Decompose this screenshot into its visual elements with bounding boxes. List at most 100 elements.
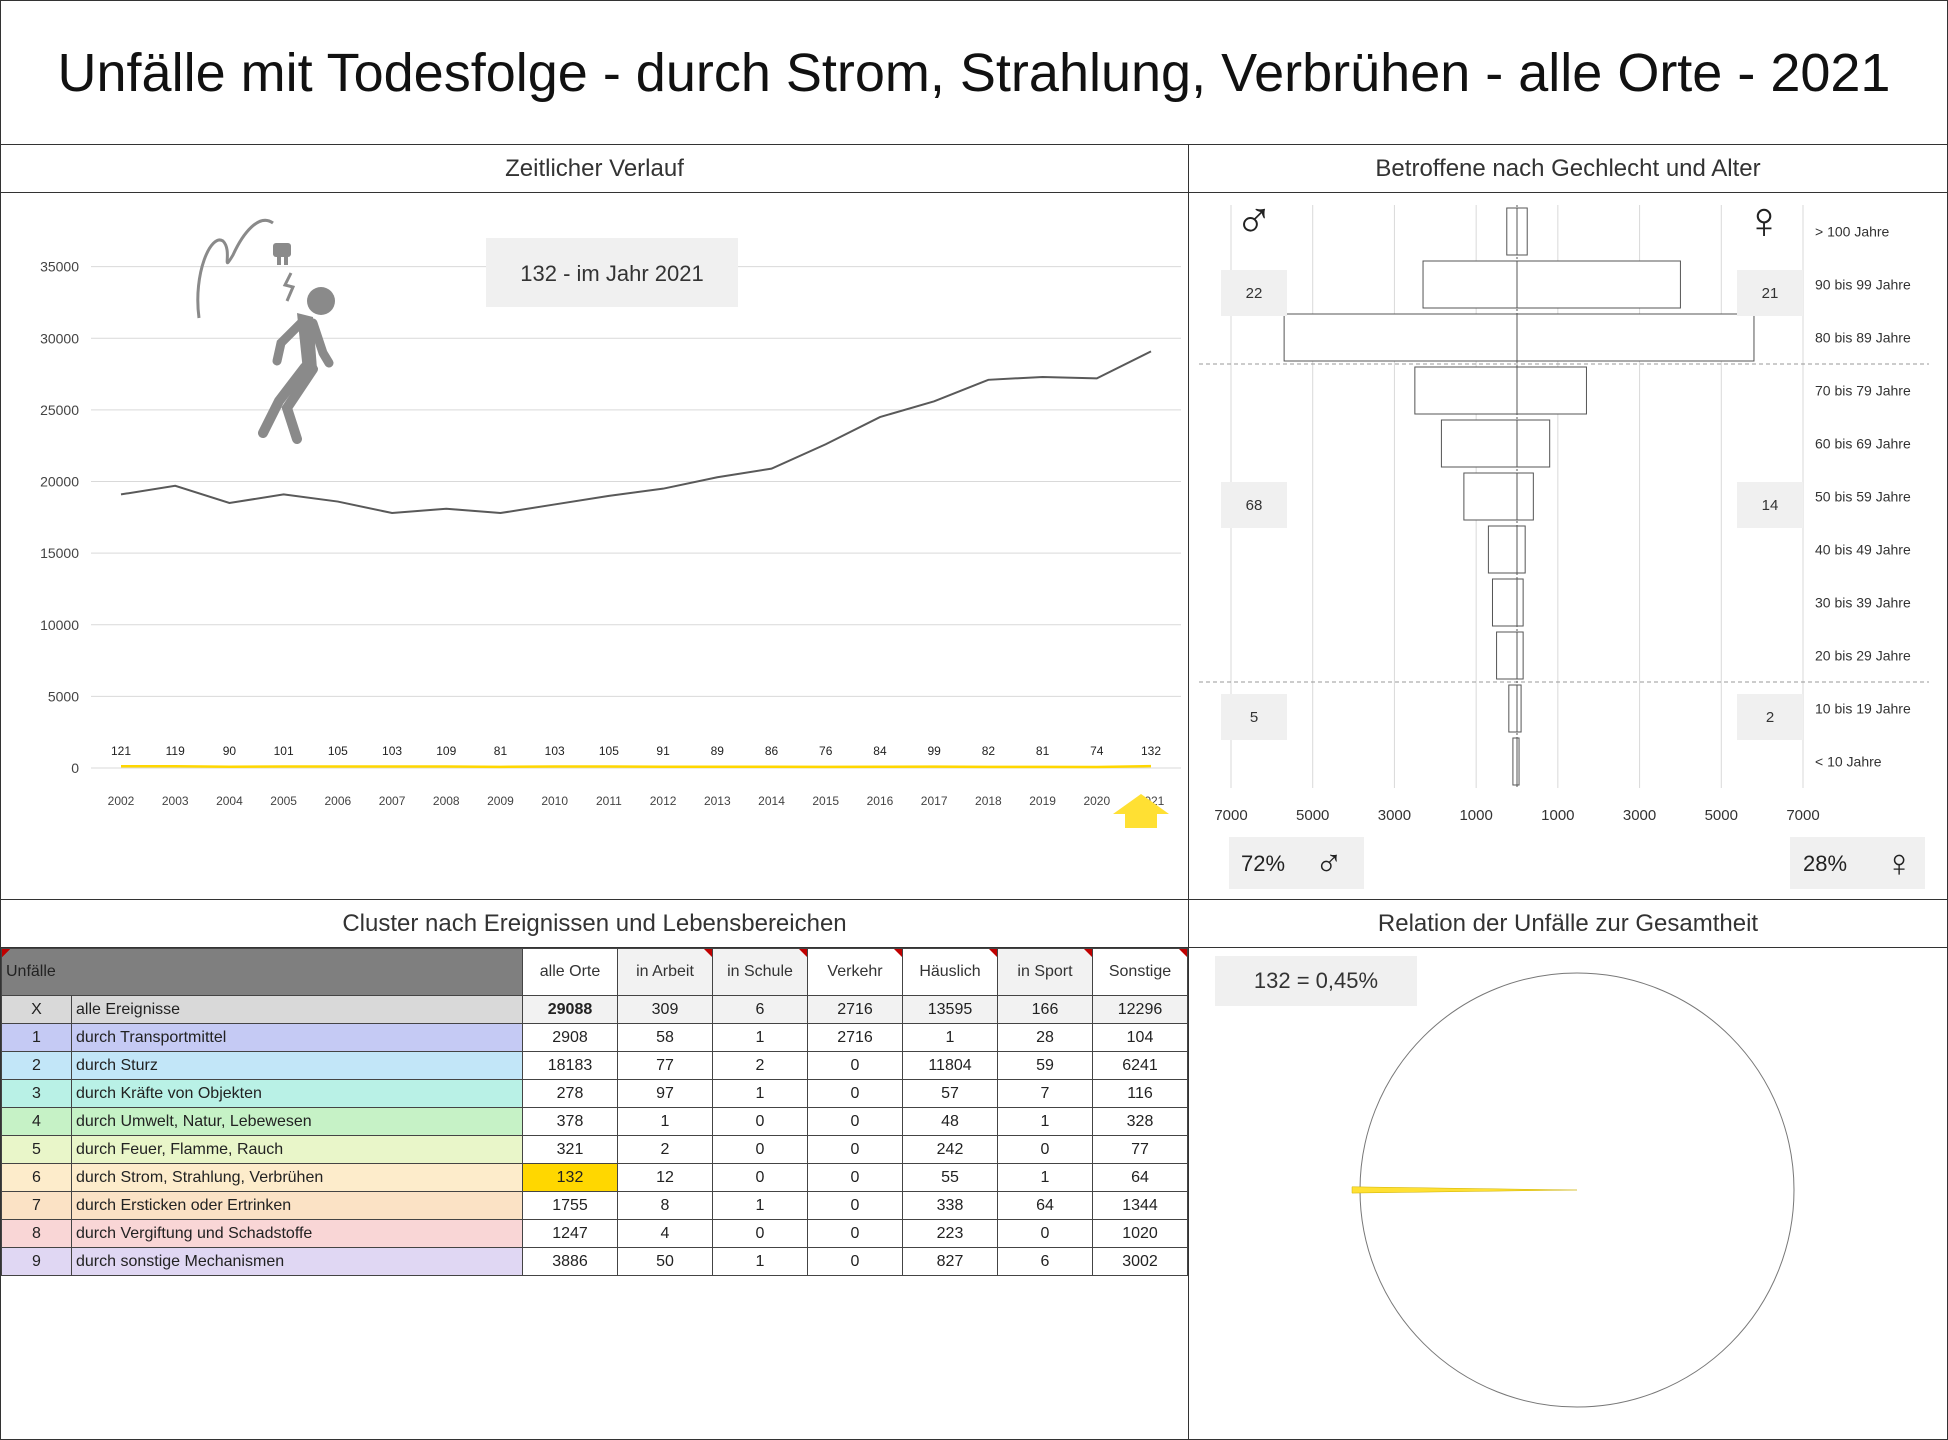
table-cell: 58 xyxy=(617,1023,713,1052)
table-cell: 378 xyxy=(522,1107,618,1136)
x-tick-label: 2019 xyxy=(1029,794,1056,808)
cluster-heading: Cluster nach Ereignissen und Lebensberei… xyxy=(1,900,1188,948)
data-label: 121 xyxy=(111,744,131,758)
table-cell: 0 xyxy=(712,1219,808,1248)
data-label: 86 xyxy=(765,744,779,758)
column-header: in Sport xyxy=(997,948,1093,996)
table-cell: 2 xyxy=(617,1135,713,1164)
data-label: 99 xyxy=(927,744,941,758)
row-id: 7 xyxy=(1,1191,72,1220)
relation-heading: Relation der Unfälle zur Gesamtheit xyxy=(1189,900,1947,948)
x-tick-label: 7000 xyxy=(1786,807,1819,824)
female-bar xyxy=(1516,366,1587,415)
row-label: durch Strom, Strahlung, Verbrühen xyxy=(71,1163,523,1192)
relation-label: 132 = 0,45% xyxy=(1215,956,1417,1006)
male-bar xyxy=(1508,684,1518,733)
male-bar xyxy=(1422,260,1518,309)
x-tick-label: 2005 xyxy=(270,794,297,808)
female-bar xyxy=(1516,684,1522,733)
age-category-label: 30 bis 39 Jahre xyxy=(1815,595,1911,611)
female-bar xyxy=(1516,419,1551,468)
female-symbol-icon: ♀ xyxy=(1745,193,1784,250)
timeline-chart: 0 5000 10000 15000 20000 25000 30000 35000 132 … xyxy=(40,218,1181,828)
y-tick-label: 15000 xyxy=(40,545,79,561)
table-row: 5 durch Feuer, Flamme, Rauch 321 2 0 0 242 0 77 xyxy=(1,1135,1188,1164)
female-bar xyxy=(1516,313,1755,362)
x-tick-label: 2012 xyxy=(650,794,677,808)
row-label: durch Feuer, Flamme, Rauch xyxy=(71,1135,523,1164)
row-label: durch sonstige Mechanismen xyxy=(71,1247,523,1276)
table-cell: 12296 xyxy=(1092,995,1188,1024)
female-bar xyxy=(1516,631,1524,680)
table-cell: 1 xyxy=(712,1247,808,1276)
age-category-label: 20 bis 29 Jahre xyxy=(1815,648,1911,664)
male-symbol-icon: ♂ xyxy=(1235,193,1274,250)
row-label: durch Sturz xyxy=(71,1051,523,1080)
x-tick-label: 2002 xyxy=(108,794,135,808)
table-cell: 328 xyxy=(1092,1107,1188,1136)
table-cell: 0 xyxy=(807,1191,903,1220)
age-category-label: 70 bis 79 Jahre xyxy=(1815,383,1911,399)
column-header: Häuslich xyxy=(902,948,998,996)
table-row: 4 durch Umwelt, Natur, Lebewesen 378 1 0 0 48 1… xyxy=(1,1107,1188,1136)
table-cell: 309 xyxy=(617,995,713,1024)
row-label: alle Ereignisse xyxy=(71,995,523,1024)
table-cell: 1755 xyxy=(522,1191,618,1220)
row-id: 6 xyxy=(1,1163,72,1192)
data-label: 84 xyxy=(873,744,887,758)
table-cell: 3002 xyxy=(1092,1247,1188,1276)
female-count-box xyxy=(1737,482,1803,528)
table-cell: 1 xyxy=(712,1023,808,1052)
table-cell: 0 xyxy=(807,1107,903,1136)
y-tick-label: 30000 xyxy=(40,330,79,346)
table-corner-label: Unfälle xyxy=(1,948,523,996)
female-share-label: 28% xyxy=(1803,851,1847,876)
table-cell: 0 xyxy=(997,1219,1093,1248)
x-tick-label: 2017 xyxy=(921,794,948,808)
female-count-label: 2 xyxy=(1766,709,1774,726)
column-header: alle Orte xyxy=(522,948,618,996)
female-bar xyxy=(1516,472,1534,521)
electric-accident-icon xyxy=(196,218,335,444)
table-cell: 242 xyxy=(902,1135,998,1164)
column-header: in Schule xyxy=(712,948,808,996)
x-tick-label: 2004 xyxy=(216,794,243,808)
female-count-label: 14 xyxy=(1762,497,1779,514)
row-id: 2 xyxy=(1,1051,72,1080)
female-count-box xyxy=(1737,694,1803,740)
data-label: 105 xyxy=(599,744,619,758)
table-cell: 0 xyxy=(712,1163,808,1192)
table-cell: 0 xyxy=(712,1107,808,1136)
table-cell: 13595 xyxy=(902,995,998,1024)
male-share-label: 72% xyxy=(1241,851,1285,876)
x-tick-label: 2018 xyxy=(975,794,1002,808)
female-count-box xyxy=(1737,270,1803,316)
row-id: 8 xyxy=(1,1219,72,1248)
male-count-box xyxy=(1221,482,1287,528)
table-row: 7 durch Ersticken oder Ertrinken 1755 8 1 0 33… xyxy=(1,1191,1188,1220)
table-cell: 12 xyxy=(617,1163,713,1192)
row-label: durch Umwelt, Natur, Lebewesen xyxy=(71,1107,523,1136)
x-tick-label: 2013 xyxy=(704,794,731,808)
table-cell: 7 xyxy=(997,1079,1093,1108)
male-count-box xyxy=(1221,694,1287,740)
male-bar xyxy=(1487,525,1518,574)
table-cell: 0 xyxy=(712,1135,808,1164)
male-count-box xyxy=(1221,270,1287,316)
table-cell: 1344 xyxy=(1092,1191,1188,1220)
callout-text: 132 - im Jahr 2021 xyxy=(520,261,703,286)
x-tick-label: 2007 xyxy=(379,794,406,808)
table-row: 6 durch Strom, Strahlung, Verbrühen 132 12 0… xyxy=(1,1163,1188,1192)
table-row: 9 durch sonstige Mechanismen 3886 50 1 0 827 6 3… xyxy=(1,1247,1188,1276)
male-count-label: 5 xyxy=(1250,709,1258,726)
relation-pie xyxy=(1351,972,1795,1408)
female-bar xyxy=(1516,260,1681,309)
table-cell: 6241 xyxy=(1092,1051,1188,1080)
table-cell: 6 xyxy=(712,995,808,1024)
timeline-panel: Zeitlicher Verlauf 0 5000 10000 15000 20000 2… xyxy=(0,144,1189,900)
row-label: durch Transportmittel xyxy=(71,1023,523,1052)
x-tick-label: 7000 xyxy=(1214,807,1247,824)
male-bar xyxy=(1491,578,1518,627)
pyramid-panel: Betroffene nach Gechlecht und Alter 7000… xyxy=(1188,144,1948,900)
table-cell: 1 xyxy=(997,1107,1093,1136)
